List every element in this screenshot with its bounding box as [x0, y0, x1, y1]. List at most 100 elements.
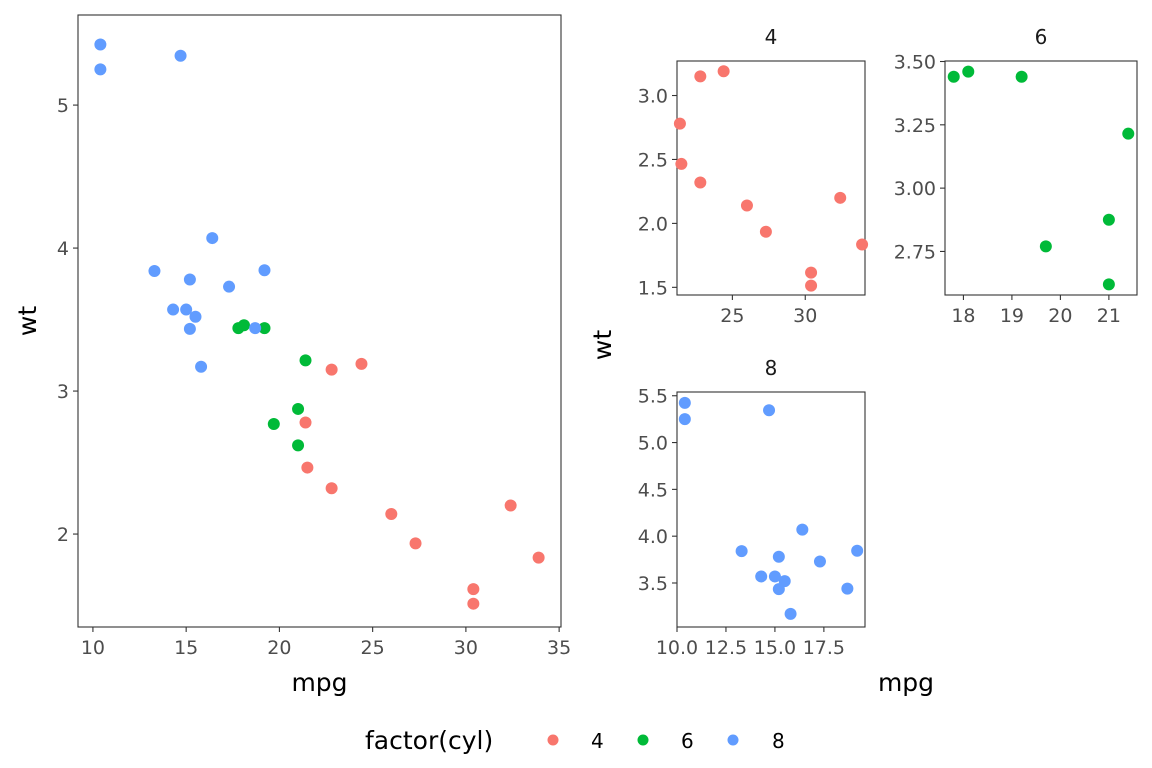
y-tick-label: 2 — [57, 524, 69, 546]
series-cyl-8 — [94, 38, 271, 373]
data-point — [180, 303, 193, 316]
data-point — [258, 264, 271, 277]
x-tick-label: 20 — [1048, 305, 1072, 327]
data-point — [299, 354, 312, 367]
data-point — [355, 357, 368, 370]
data-point — [784, 607, 797, 620]
data-point — [763, 404, 776, 417]
y-tick-label: 2.75 — [894, 241, 936, 263]
data-point — [167, 303, 180, 316]
data-point — [1039, 240, 1052, 253]
y-tick-label: 1.5 — [638, 277, 668, 299]
panel-border — [676, 60, 866, 296]
data-point — [325, 363, 338, 376]
x-tick-label: 10.0 — [656, 637, 698, 659]
facet-strip-label: 8 — [765, 356, 778, 380]
x-tick-label: 19 — [1000, 305, 1024, 327]
data-point — [249, 322, 262, 335]
legend-title: factor(cyl) — [365, 726, 493, 755]
data-point — [325, 482, 338, 495]
data-point — [467, 583, 480, 596]
data-point — [94, 38, 107, 51]
y-tick-label: 3.5 — [638, 573, 668, 595]
legend-item-4: 4 — [547, 729, 604, 753]
panel-border — [944, 60, 1138, 296]
panel-cyl6: 18 19 20 21 2.75 3.00 3.25 3.50 6 — [894, 25, 1138, 327]
y-tick-label: 4 — [57, 238, 69, 260]
legend-item-8: 8 — [727, 729, 785, 753]
series-cyl-8 — [678, 396, 864, 620]
data-point — [232, 322, 245, 335]
data-point — [962, 65, 975, 78]
data-point — [694, 176, 707, 189]
data-point — [301, 461, 314, 474]
panel-border — [77, 14, 562, 628]
data-point — [467, 597, 480, 610]
data-point — [292, 439, 305, 452]
panels-layer: 10 15 20 25 30 35 2 3 4 5 mpg wt 25 30 1.5 2.0 2.5 3.0 4 18… — [13, 14, 1138, 697]
y-tick-label: 4.5 — [638, 479, 668, 501]
y-tick-label: 3 — [57, 381, 69, 403]
legend-label-8: 8 — [772, 729, 785, 753]
x-tick-label: 17.5 — [803, 637, 845, 659]
y-tick-label: 2.0 — [638, 213, 668, 235]
data-point — [834, 191, 847, 204]
data-point — [675, 157, 688, 170]
y-axis-title: wt — [13, 306, 42, 336]
data-point — [206, 232, 219, 245]
data-point — [195, 360, 208, 373]
x-tick-label: 18 — [951, 305, 975, 327]
data-point — [94, 63, 107, 76]
data-point — [678, 413, 691, 426]
data-point — [299, 416, 312, 429]
data-point — [148, 264, 161, 277]
data-point — [772, 583, 785, 596]
data-point — [673, 117, 686, 130]
facet-x-axis-title: mpg — [878, 668, 934, 697]
legend-key-6 — [637, 734, 649, 746]
data-point — [174, 49, 187, 62]
x-tick-label: 25 — [361, 637, 385, 659]
data-point — [1015, 70, 1028, 83]
facet-y-axis-title: wt — [588, 330, 617, 360]
data-point — [841, 582, 854, 595]
data-point — [385, 508, 398, 521]
data-point — [768, 570, 781, 583]
y-tick-label: 2.5 — [638, 149, 668, 171]
data-point — [772, 550, 785, 563]
legend-label-4: 4 — [591, 729, 604, 753]
data-point — [678, 396, 691, 409]
panel-cyl4: 25 30 1.5 2.0 2.5 3.0 4 — [638, 25, 869, 327]
y-tick-label: 3.0 — [638, 86, 668, 108]
data-point — [856, 238, 869, 251]
data-point — [409, 537, 422, 550]
x-tick-label: 12.5 — [705, 637, 747, 659]
y-tick-label: 3.00 — [894, 178, 936, 200]
y-tick-label: 5.5 — [638, 386, 668, 408]
x-tick-label: 25 — [720, 305, 744, 327]
y-tick-label: 3.50 — [894, 52, 936, 74]
x-tick-label: 35 — [547, 637, 571, 659]
data-point — [851, 544, 864, 557]
data-point — [735, 545, 748, 558]
data-point — [759, 225, 772, 238]
series-cyl-4 — [299, 357, 545, 610]
x-tick-label: 21 — [1097, 305, 1121, 327]
y-tick-label: 5.0 — [638, 433, 668, 455]
data-point — [755, 570, 768, 583]
legend-key-4 — [547, 734, 559, 746]
x-tick-label: 20 — [267, 637, 291, 659]
x-tick-label: 10 — [81, 637, 105, 659]
data-point — [740, 199, 753, 212]
panel-main: 10 15 20 25 30 35 2 3 4 5 mpg wt — [13, 14, 571, 697]
data-point — [189, 310, 202, 323]
data-point — [1122, 127, 1135, 140]
series-cyl-6 — [947, 65, 1135, 291]
data-point — [717, 65, 730, 78]
data-point — [694, 70, 707, 83]
data-point — [805, 279, 818, 292]
x-tick-label: 30 — [454, 637, 478, 659]
data-point — [504, 499, 517, 512]
data-point — [258, 322, 271, 335]
